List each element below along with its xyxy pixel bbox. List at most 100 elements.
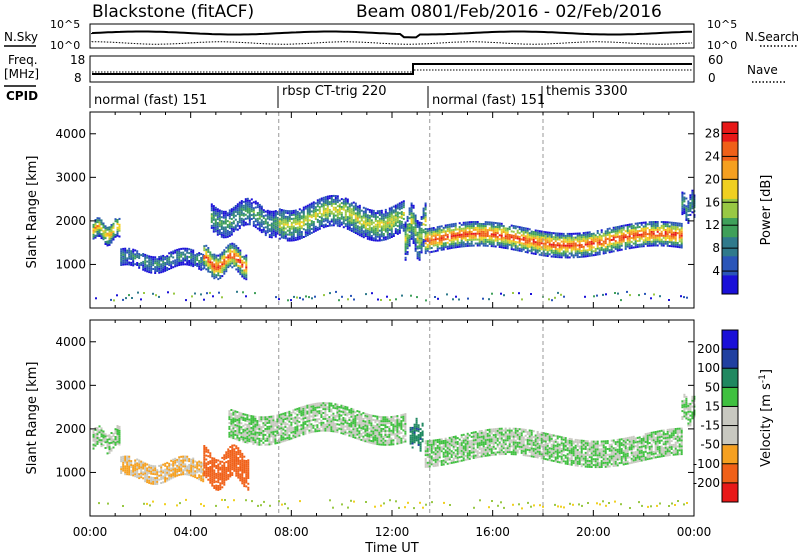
echo-cell — [176, 264, 179, 267]
echo-cell — [250, 440, 253, 443]
echo-cell — [420, 223, 423, 226]
echo-cell — [498, 242, 501, 245]
echo-cell — [412, 214, 415, 217]
echo-cell — [196, 255, 199, 258]
echo-cell — [394, 232, 397, 234]
echo-cell — [234, 210, 237, 213]
echo-cell — [398, 224, 401, 226]
echo-cell — [414, 234, 417, 237]
echo-cell — [235, 262, 238, 265]
echo-cell — [238, 221, 241, 224]
echo-cell — [298, 434, 301, 437]
echo-cell — [205, 448, 208, 451]
echo-cell — [238, 207, 241, 210]
echo-cell — [486, 235, 489, 237]
echo-cell — [368, 234, 371, 237]
echo-cell — [286, 223, 289, 226]
echo-cell — [241, 269, 244, 272]
echo-cell — [134, 463, 137, 466]
echo-cell — [237, 447, 240, 450]
ground-scatter-cell — [200, 293, 202, 296]
echo-cell — [246, 431, 249, 434]
echo-cell — [184, 249, 187, 252]
echo-cell — [246, 424, 249, 426]
ground-scatter-cell — [584, 295, 586, 298]
ground-scatter-cell — [167, 291, 169, 294]
echo-cell — [424, 232, 427, 235]
echo-cell — [227, 246, 230, 249]
echo-cell — [239, 449, 242, 452]
echo-cell — [470, 238, 473, 241]
echo-cell — [228, 414, 231, 417]
echo-cell — [298, 214, 301, 217]
echo-cell — [610, 244, 613, 247]
echo-cell — [182, 247, 185, 250]
echo-cell — [236, 411, 239, 414]
echo-cell — [376, 220, 379, 222]
echo-cell — [656, 226, 659, 229]
echo-cell — [650, 227, 653, 229]
echo-cell — [192, 253, 195, 256]
echo-cell — [184, 255, 187, 258]
echo-cell — [240, 221, 243, 224]
echo-cell — [231, 444, 234, 447]
echo-cell — [564, 244, 567, 247]
echo-cell — [104, 231, 107, 234]
echo-cell — [582, 232, 585, 235]
echo-cell — [282, 227, 285, 230]
echo-cell — [182, 463, 185, 466]
echo-cell — [672, 237, 675, 240]
echo-cell — [264, 232, 267, 235]
echo-cell — [478, 242, 481, 245]
echo-cell — [598, 233, 601, 236]
echo-cell — [223, 481, 226, 484]
echo-cell — [237, 449, 240, 452]
echo-cell — [229, 251, 232, 253]
echo-cell — [340, 217, 343, 220]
echo-cell — [340, 211, 343, 214]
echo-cell — [148, 263, 151, 266]
echo-cell — [132, 468, 135, 471]
echo-cell — [205, 454, 208, 457]
echo-cell — [144, 468, 147, 471]
echo-cell — [212, 230, 215, 233]
echo-cell — [240, 223, 243, 226]
echo-cell — [260, 213, 263, 216]
echo-cell — [252, 209, 255, 212]
echo-cell — [670, 225, 673, 228]
echo-cell — [104, 241, 107, 243]
echo-cell — [241, 454, 244, 457]
echo-cell — [152, 469, 155, 472]
echo-cell — [634, 230, 637, 233]
echo-cell — [205, 264, 208, 267]
echo-cell — [552, 251, 555, 254]
echo-cell — [144, 470, 147, 473]
echo-cell — [683, 206, 686, 209]
echo-cell — [410, 231, 413, 234]
echo-cell — [312, 207, 315, 210]
echo-cell — [300, 231, 303, 233]
echo-cell — [596, 239, 599, 242]
echo-cell — [656, 236, 659, 239]
echo-cell — [223, 266, 226, 269]
echo-cell — [174, 473, 177, 476]
echo-cell — [568, 236, 571, 239]
echo-cell — [326, 211, 329, 214]
echo-cell — [98, 223, 101, 226]
echo-cell — [268, 417, 271, 420]
echo-cell — [460, 227, 463, 230]
echo-cell — [128, 471, 131, 474]
echo-cell — [290, 427, 293, 430]
echo-cell — [254, 206, 257, 209]
echo-cell — [396, 205, 399, 208]
echo-cell — [264, 218, 267, 221]
echo-cell — [266, 437, 269, 440]
echo-cell — [278, 222, 281, 224]
echo-cell — [680, 222, 683, 225]
echo-cell — [498, 226, 501, 229]
echo-cell — [646, 242, 649, 245]
echo-cell — [576, 244, 579, 247]
echo-cell — [494, 227, 497, 230]
echo-cell — [256, 202, 259, 205]
echo-cell — [130, 462, 133, 464]
